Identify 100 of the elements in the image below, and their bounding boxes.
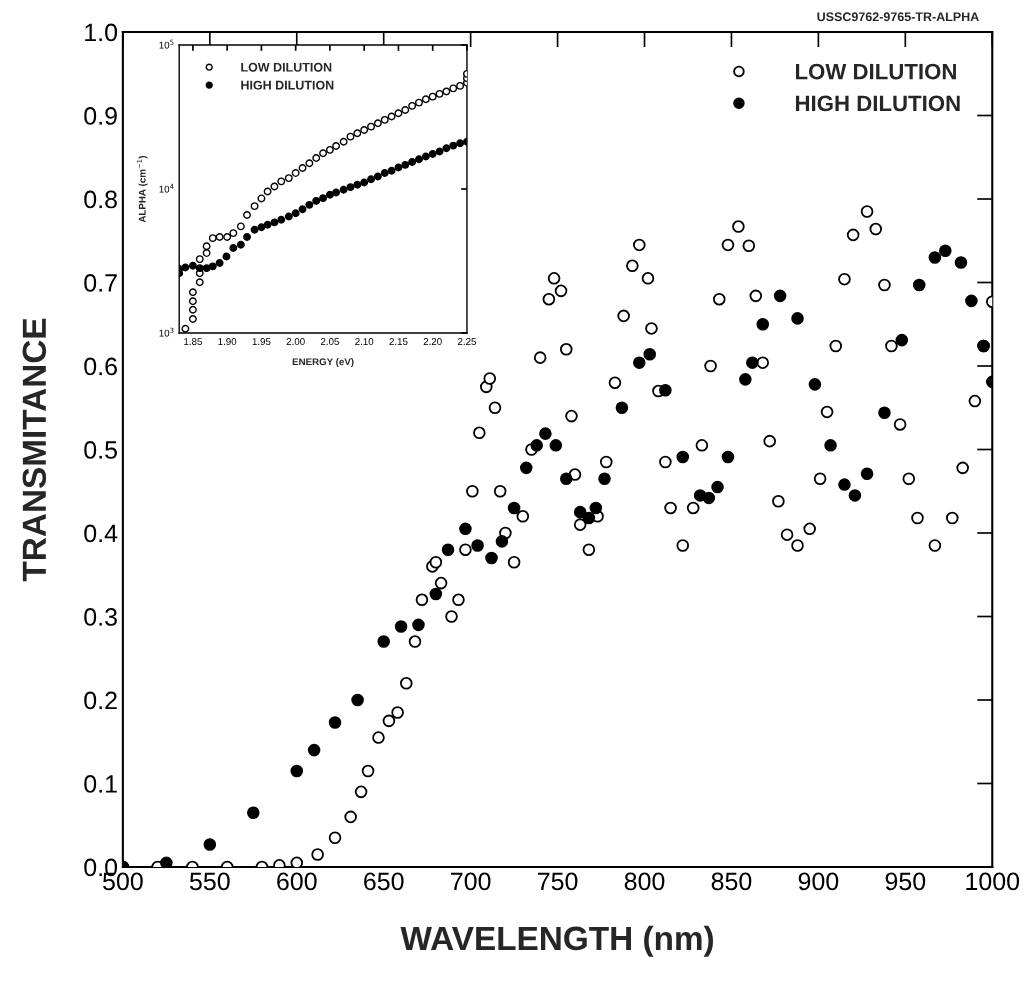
point: [332, 142, 341, 150]
point: [208, 234, 217, 243]
y-tick-label: 10$^{5}$: [159, 39, 174, 49]
point: [215, 233, 224, 241]
x-tick-label: 750: [538, 872, 578, 891]
point: [456, 139, 465, 148]
point: [188, 297, 197, 306]
point: [312, 196, 321, 205]
x-tick-label: 950: [885, 872, 926, 891]
point: [270, 218, 279, 227]
point: [243, 211, 251, 219]
point: [746, 356, 759, 369]
point: [471, 539, 484, 552]
point: [284, 174, 293, 183]
point: [401, 105, 410, 114]
point: [339, 137, 348, 146]
point: [305, 200, 314, 209]
point: [394, 109, 403, 118]
point: [449, 84, 458, 93]
point: [257, 223, 266, 232]
point: [346, 132, 355, 141]
y-tick-label: 0.1: [84, 775, 117, 793]
point: [195, 255, 204, 264]
point: [485, 551, 498, 565]
x-tick-label: 800: [624, 872, 665, 891]
point: [236, 240, 245, 249]
point: [229, 244, 238, 252]
point: [429, 587, 443, 601]
point: [377, 635, 390, 648]
point: [298, 205, 307, 214]
point: [351, 693, 364, 707]
point: [202, 264, 211, 273]
point: [307, 743, 321, 757]
point: [263, 220, 272, 229]
point: [860, 467, 874, 480]
point: [702, 491, 716, 505]
point: [559, 472, 573, 486]
point: [878, 406, 891, 420]
point: [298, 164, 307, 172]
point: [223, 233, 232, 241]
point: [573, 505, 587, 519]
point: [202, 242, 211, 251]
y-tick-label: 0.3: [84, 608, 117, 626]
point: [928, 251, 942, 264]
point: [243, 233, 251, 241]
point: [456, 81, 465, 90]
legend-label: HIGH DILUTION: [795, 95, 960, 112]
point: [319, 194, 328, 203]
x-tick-label: 900: [798, 872, 839, 891]
x-tick-label: 600: [277, 872, 317, 891]
x-tick-label: 650: [364, 872, 404, 891]
y-tick-label: 10$^{4}$: [159, 183, 174, 193]
point: [181, 324, 190, 333]
point: [507, 501, 521, 515]
point: [582, 511, 596, 525]
point: [257, 194, 266, 203]
point: [325, 145, 334, 154]
point: [428, 92, 437, 101]
x-tick-label: 2.15: [389, 338, 408, 345]
x-tick-label: 2.10: [355, 338, 374, 345]
legend-label: LOW DILUTION: [241, 62, 332, 72]
y-tick-label: 0.8: [84, 190, 117, 209]
point: [954, 256, 968, 269]
point: [387, 166, 396, 175]
point: [394, 620, 408, 633]
point: [401, 160, 410, 169]
point: [367, 175, 375, 184]
point: [435, 89, 444, 98]
x-tick-label: 700: [451, 872, 491, 891]
point: [495, 535, 509, 548]
x-tick-label: 2.25: [457, 338, 476, 345]
point: [442, 87, 451, 96]
point: [325, 190, 334, 199]
point: [721, 450, 735, 464]
point: [412, 618, 425, 632]
text: USSC9762-9765-TR-ALPHA: [817, 12, 979, 22]
point: [332, 188, 341, 197]
point: [791, 312, 804, 325]
point: [195, 264, 204, 273]
y-axis-title: ALPHA (cm$^{−1}$): [136, 155, 148, 223]
point: [421, 95, 430, 104]
point: [236, 222, 245, 231]
point: [291, 169, 300, 178]
point: [319, 149, 328, 158]
point: [589, 501, 603, 515]
point: [435, 147, 444, 156]
point: [459, 522, 472, 536]
point: [215, 259, 224, 268]
point: [380, 115, 389, 124]
y-tick-label: 0.5: [84, 441, 117, 459]
y-tick-label: 0.4: [84, 524, 118, 543]
point: [408, 158, 417, 166]
point: [415, 98, 423, 107]
point: [442, 144, 451, 153]
x-tick-label: 1000: [966, 872, 1020, 891]
point: [530, 439, 543, 452]
point: [965, 294, 978, 308]
x-tick-label: 550: [189, 872, 230, 891]
point: [360, 126, 369, 134]
point: [181, 263, 190, 272]
